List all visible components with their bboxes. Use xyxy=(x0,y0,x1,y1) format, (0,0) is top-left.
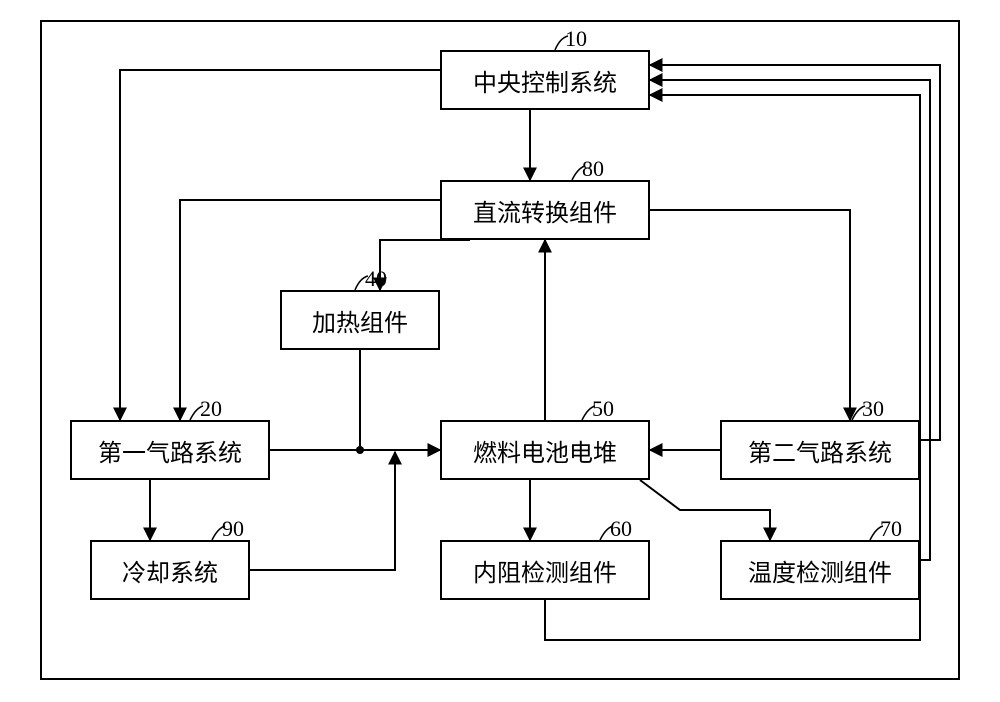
node-label: 燃料电池电堆 xyxy=(473,433,617,468)
node-label: 中央控制系统 xyxy=(473,63,617,98)
node-label: 温度检测组件 xyxy=(748,553,892,588)
ref-num-40: 40 xyxy=(365,266,387,292)
diagram-canvas: 中央控制系统 直流转换组件 加热组件 第一气路系统 燃料电池电堆 第二气路系统 … xyxy=(0,0,1000,702)
ref-num-60: 60 xyxy=(610,516,632,542)
node-label: 冷却系统 xyxy=(122,553,218,588)
ref-num-10: 10 xyxy=(565,26,587,52)
node-temperature-detect: 温度检测组件 xyxy=(720,540,920,600)
ref-num-90: 90 xyxy=(222,516,244,542)
node-label: 加热组件 xyxy=(312,303,408,338)
node-gas-path-1: 第一气路系统 xyxy=(70,420,270,480)
ref-num-20: 20 xyxy=(200,396,222,422)
node-fuel-cell-stack: 燃料电池电堆 xyxy=(440,420,650,480)
node-central-control: 中央控制系统 xyxy=(440,50,650,110)
node-gas-path-2: 第二气路系统 xyxy=(720,420,920,480)
ref-num-80: 80 xyxy=(582,156,604,182)
node-label: 内阻检测组件 xyxy=(473,553,617,588)
ref-num-30: 30 xyxy=(862,396,884,422)
node-cooling: 冷却系统 xyxy=(90,540,250,600)
ref-num-50: 50 xyxy=(592,396,614,422)
node-label: 直流转换组件 xyxy=(473,193,617,228)
ref-num-70: 70 xyxy=(880,516,902,542)
node-heater: 加热组件 xyxy=(280,290,440,350)
node-dc-converter: 直流转换组件 xyxy=(440,180,650,240)
node-label: 第二气路系统 xyxy=(748,433,892,468)
node-label: 第一气路系统 xyxy=(98,433,242,468)
node-resistance-detect: 内阻检测组件 xyxy=(440,540,650,600)
